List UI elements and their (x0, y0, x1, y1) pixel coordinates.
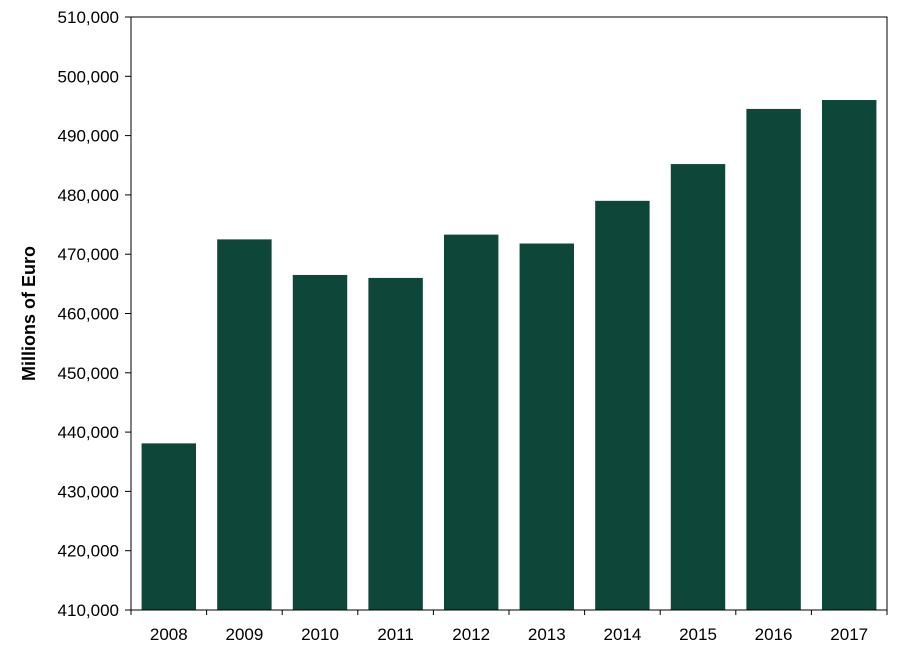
bar-2014 (595, 200, 650, 610)
bar-2016 (746, 108, 801, 610)
y-axis-title: Millions of Euro (19, 246, 39, 381)
y-axis-ticks: 410,000 420,000 430,000 440,000 450,000 460,0… (58, 8, 131, 620)
plot-area-frame (130, 16, 888, 611)
x-tick-label: 2010 (301, 625, 339, 644)
bar-2009 (217, 239, 272, 610)
bar-2012 (443, 234, 499, 611)
y-tick-label: 440,000 (58, 423, 119, 442)
y-tick-label: 420,000 (58, 542, 119, 561)
y-tick-label: 410,000 (58, 601, 119, 620)
x-tick-label: 2017 (830, 625, 868, 644)
x-tick-label: 2015 (679, 625, 717, 644)
x-tick-label: 2009 (225, 625, 263, 644)
bar-2008 (141, 443, 197, 610)
x-tick-label: 2014 (603, 625, 641, 644)
x-tick-label: 2012 (452, 625, 490, 644)
y-tick-label: 510,000 (58, 8, 119, 27)
x-tick-label: 2016 (755, 625, 793, 644)
y-tick-label: 450,000 (58, 364, 119, 383)
x-tick-label: 2008 (150, 625, 188, 644)
y-tick-label: 470,000 (58, 245, 119, 264)
y-tick-label: 500,000 (58, 67, 119, 86)
x-tick-label: 2011 (377, 625, 414, 644)
bar-2010 (292, 274, 348, 610)
bar-2011 (368, 277, 423, 610)
x-tick-label: 2013 (528, 625, 566, 644)
y-tick-label: 480,000 (58, 186, 119, 205)
x-axis-tick-labels: 2008 2009 2010 2011 2012 2013 2014 2015 2016 2017 (130, 610, 888, 644)
bar-2013 (519, 243, 575, 610)
bar-2015 (670, 164, 726, 610)
bar-2017 (821, 100, 877, 611)
bars (141, 100, 877, 611)
y-tick-label: 460,000 (58, 305, 119, 324)
y-tick-label: 490,000 (58, 127, 119, 146)
y-tick-label: 430,000 (58, 482, 119, 501)
